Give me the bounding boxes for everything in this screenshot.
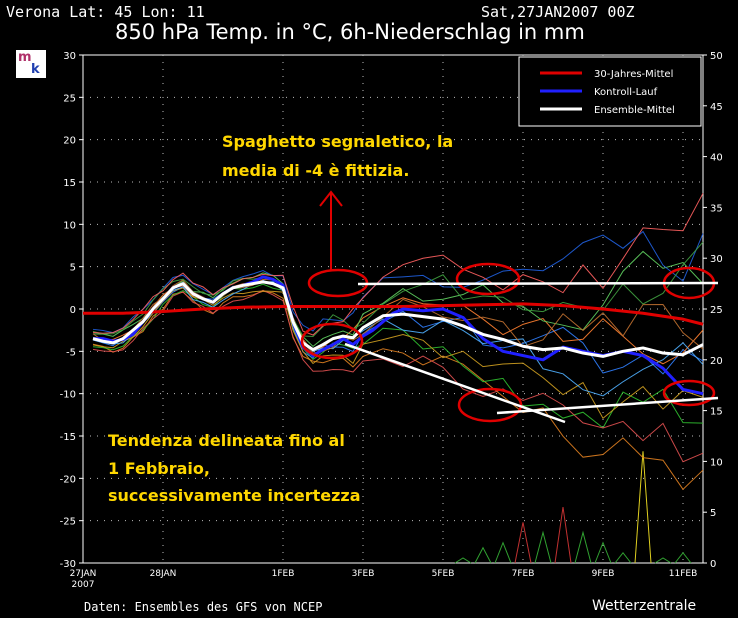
right-tick-label: 5 — [710, 508, 716, 519]
left-tick-label: -30 — [60, 559, 76, 570]
annotation-texts: Spaghetto segnaletico, la media di -4 è … — [108, 132, 453, 505]
left-tick-label: 25 — [63, 93, 76, 104]
left-tick-label: 30 — [63, 51, 76, 62]
left-tick-label: 15 — [63, 178, 76, 189]
highlight-ellipse-11feb-bottom — [662, 379, 716, 407]
x-tick-label: 7FEB — [512, 569, 535, 579]
x-tick-label: 5FEB — [432, 569, 455, 579]
annotation-trend-line2: 1 Febbraio, — [108, 459, 210, 478]
left-axis: 30 25 20 15 10 5 0 -5 -10 -15 -20 -25 -30 — [60, 51, 83, 570]
right-tick-label: 25 — [710, 305, 723, 316]
grid — [83, 55, 703, 563]
trend-line-descending — [344, 342, 566, 424]
brand-label: Wetterzentrale — [592, 598, 697, 614]
precipitation-spike — [574, 530, 592, 564]
trend-line-top — [357, 281, 719, 286]
left-tick-label: -10 — [60, 390, 76, 401]
right-tick-label: 35 — [710, 203, 723, 214]
left-tick-label: -20 — [60, 474, 76, 485]
chart-title: 850 hPa Temp. in °C, 6h-Niederschlag in … — [115, 20, 585, 44]
x-tick-label: 1FEB — [272, 569, 295, 579]
left-tick-label: 0 — [70, 305, 76, 316]
precipitation-spike — [454, 557, 472, 564]
precipitation-spike — [554, 507, 572, 564]
series-line-ensemble-mittel — [92, 280, 704, 358]
precipitation-spike — [474, 546, 492, 564]
ensemble-member-line — [92, 289, 704, 463]
x-tick-label: 9FEB — [592, 569, 615, 579]
right-tick-label: 10 — [710, 457, 723, 468]
series-line--jahres-mittel — [83, 302, 704, 326]
location-label: Verona Lat: 45 Lon: 11 — [6, 3, 205, 21]
right-tick-label: 0 — [710, 559, 716, 570]
x-axis: 27JAN2007 28JAN 1FEB 3FEB 5FEB 7FEB 9FEB 11FEB — [70, 569, 698, 590]
right-tick-label: 50 — [710, 51, 723, 62]
x-tick-label: 11FEB — [669, 569, 698, 579]
annotation-shapes — [300, 190, 719, 424]
left-tick-label: 5 — [70, 263, 76, 274]
left-tick-label: 20 — [63, 136, 76, 147]
arrow-head — [319, 190, 343, 207]
run-date-label: Sat,27JAN2007 00Z — [481, 3, 635, 21]
precipitation-spike — [534, 530, 552, 564]
logo-letter-k: k — [31, 62, 40, 77]
right-tick-label: 30 — [710, 254, 723, 265]
ensemble-member-line — [92, 279, 704, 375]
ensemble-member-line — [92, 193, 704, 336]
precipitation-spike — [514, 522, 532, 564]
ensemble-member-line — [92, 230, 704, 334]
precipitation-spike — [494, 541, 512, 564]
logo-letter-m: m — [18, 50, 32, 65]
left-tick-label: -5 — [66, 347, 76, 358]
legend-label-30-jahres: 30-Jahres-Mittel — [594, 69, 673, 80]
left-tick-label: -25 — [60, 517, 76, 528]
highlight-ellipse-7feb — [457, 387, 523, 423]
precipitation-spike — [634, 451, 652, 564]
trend-line-bottom — [496, 396, 719, 415]
annotation-trend-line3: successivamente incertezza — [108, 486, 361, 505]
precipitation-spike — [614, 552, 632, 564]
left-tick-label: -15 — [60, 432, 76, 443]
annotation-trend-line1: Tendenza delineata fino al — [108, 431, 345, 450]
highlight-ellipse-6feb — [455, 262, 521, 296]
data-source-label: Daten: Ensembles des GFS von NCEP — [84, 600, 323, 614]
ensemble-member-line — [92, 287, 704, 419]
left-tick-label: 10 — [63, 220, 76, 231]
precipitation-spike — [654, 557, 672, 564]
x-tick-label: 27JAN — [70, 569, 97, 579]
right-tick-label: 45 — [710, 102, 723, 113]
right-tick-label: 15 — [710, 407, 723, 418]
legend-label-ensemble: Ensemble-Mittel — [594, 105, 675, 116]
annotation-spaghetti-line1: Spaghetto segnaletico, la — [222, 132, 453, 151]
x-tick-label: 3FEB — [352, 569, 375, 579]
precipitation-bars — [454, 451, 692, 564]
legend-label-kontroll: Kontroll-Lauf — [594, 87, 658, 98]
ensemble-member-line — [92, 290, 704, 491]
highlight-ellipse-2feb — [300, 322, 364, 360]
x-tick-label: 28JAN — [150, 569, 177, 579]
precipitation-spike — [674, 552, 692, 564]
precipitation-spike — [594, 541, 612, 564]
x-tick-sublabel: 2007 — [72, 580, 95, 590]
legend: 30-Jahres-Mittel Kontroll-Lauf Ensemble-… — [518, 56, 702, 127]
right-tick-label: 40 — [710, 153, 723, 164]
annotation-spaghetti-line2: media di -4 è fittizia. — [222, 161, 409, 180]
ensemble-member-line — [92, 283, 704, 429]
wetterzentrale-logo-icon: m k — [16, 50, 46, 78]
right-tick-label: 20 — [710, 356, 723, 367]
series-lines — [83, 193, 704, 491]
